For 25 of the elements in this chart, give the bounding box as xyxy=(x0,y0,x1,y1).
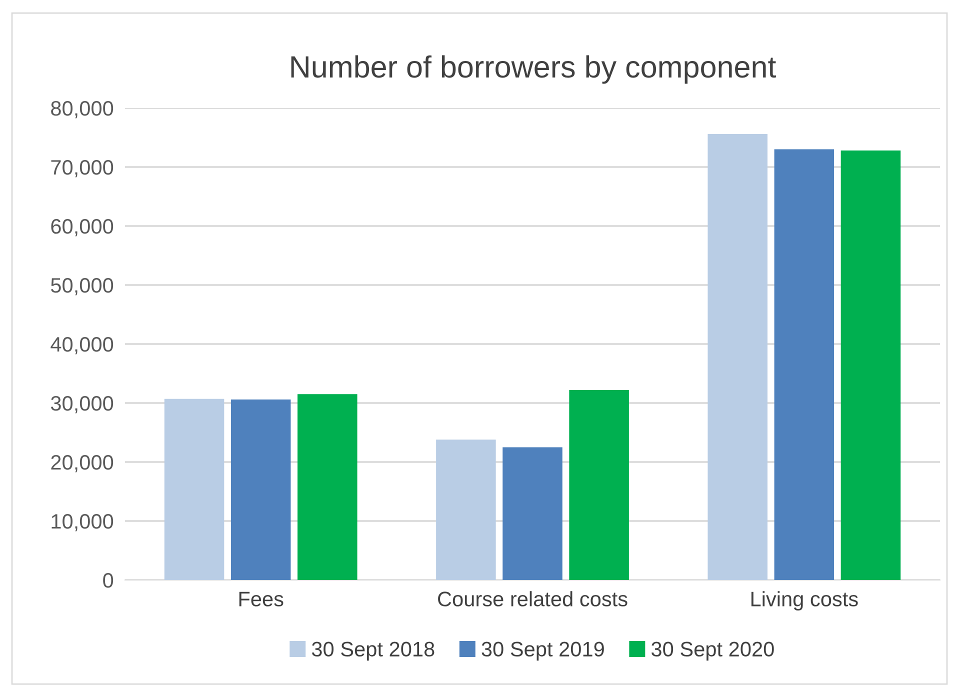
y-tick-label: 20,000 xyxy=(51,455,114,472)
chart-title: Number of borrowers by component xyxy=(291,55,776,84)
x-tick-label: Fees xyxy=(239,592,284,606)
legend-label: 30 Sept 2019 xyxy=(482,642,604,661)
y-tick-label: 60,000 xyxy=(51,219,114,236)
y-tick-label: 10,000 xyxy=(52,514,114,532)
y-tick-label: 0 xyxy=(103,573,114,588)
y-tick-label: 30,000 xyxy=(50,396,114,414)
bar xyxy=(164,398,224,580)
bar xyxy=(230,399,291,580)
y-tick-label: 40,000 xyxy=(50,337,114,354)
x-tick-label: Living costs xyxy=(751,591,858,611)
y-tick-label: 80,000 xyxy=(51,101,114,118)
bar xyxy=(774,149,834,580)
y-tick-label: 70,000 xyxy=(51,160,114,178)
bar xyxy=(502,447,562,580)
bar xyxy=(708,134,768,580)
bar xyxy=(436,440,496,580)
y-tick-label: 50,000 xyxy=(51,278,114,296)
legend-label: 30 Sept 2020 xyxy=(652,642,774,661)
legend-label: 30 Sept 2018 xyxy=(312,642,434,661)
bar xyxy=(569,390,629,580)
bar xyxy=(840,150,901,580)
bar xyxy=(298,394,358,580)
x-tick-label: Course related costs xyxy=(438,591,628,606)
